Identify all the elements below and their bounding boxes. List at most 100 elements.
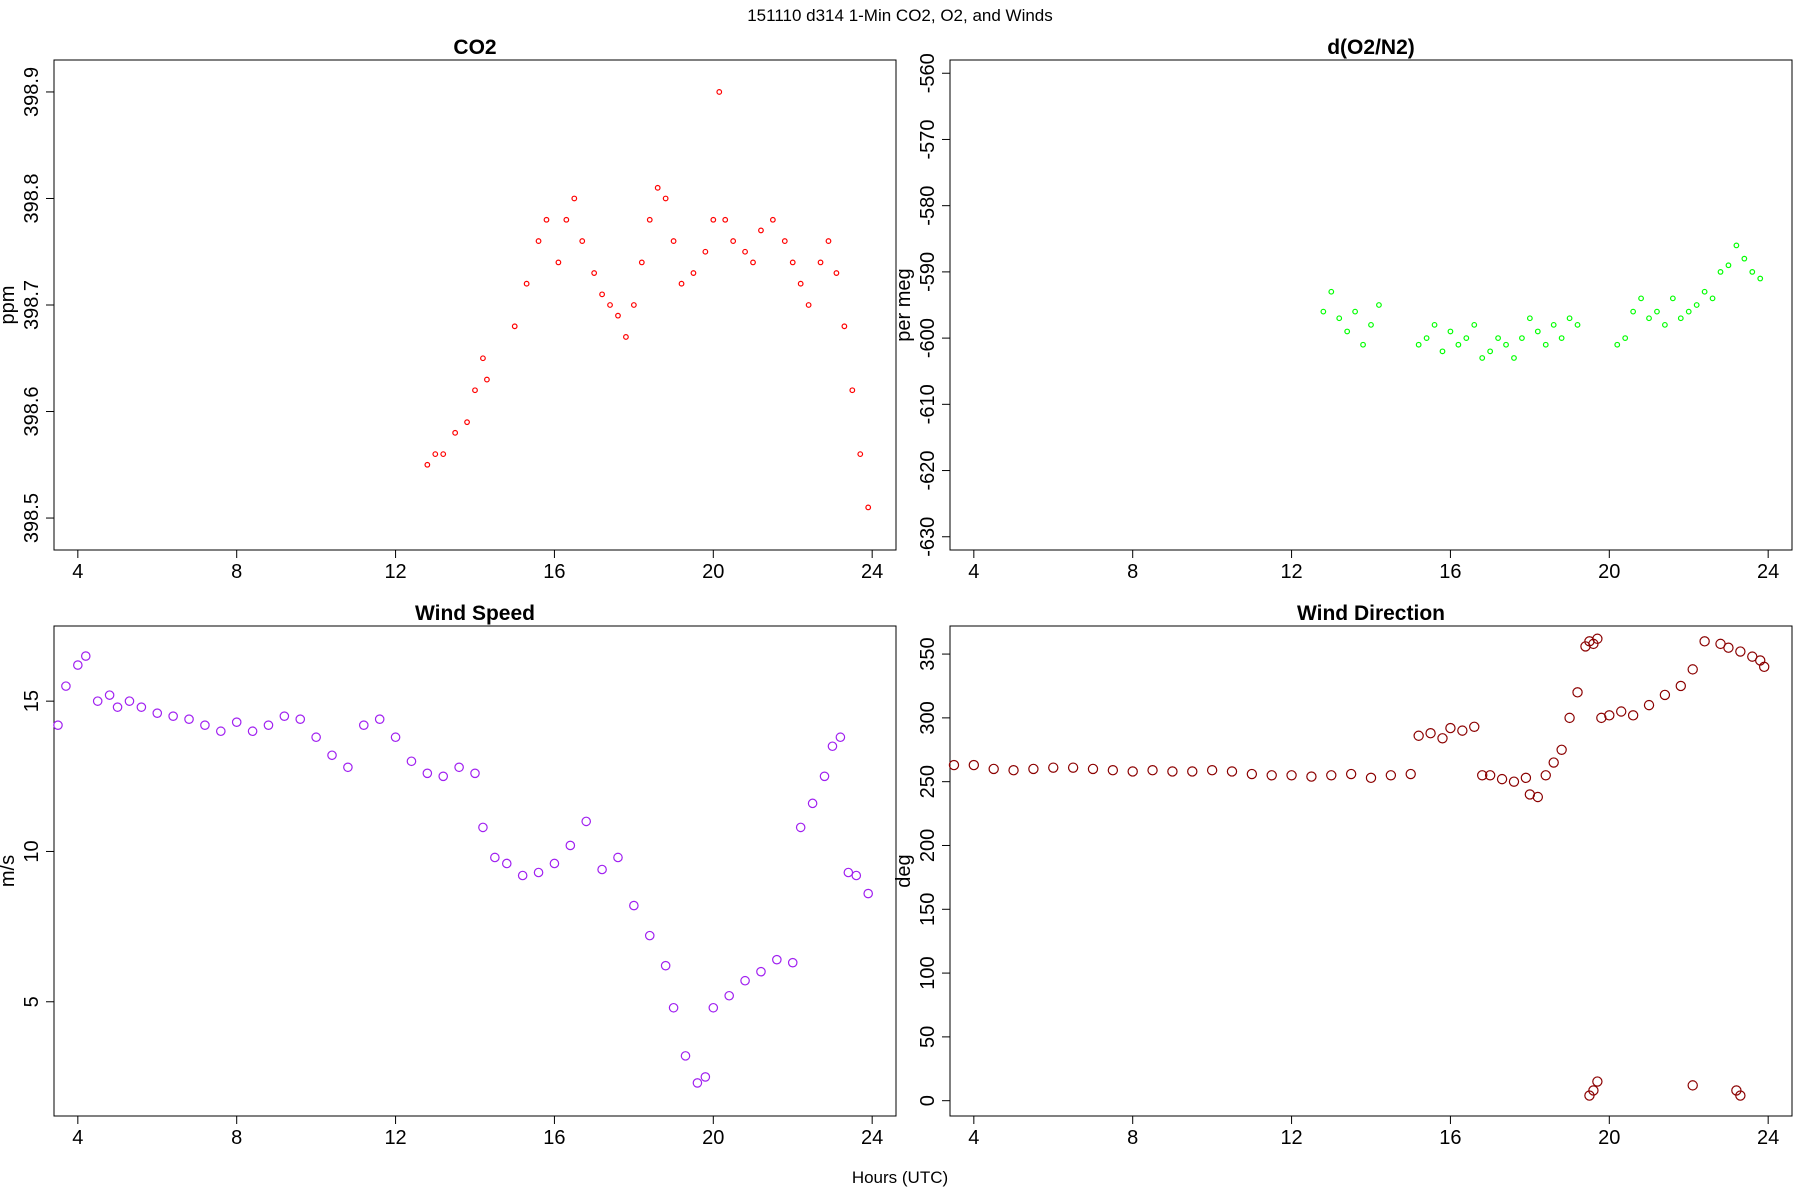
- o2-point: [1495, 335, 1501, 342]
- o2-point: [1336, 315, 1343, 322]
- ws-point: [231, 717, 242, 727]
- ws-point: [863, 888, 873, 899]
- o2-point: [1614, 341, 1621, 348]
- wd-x-tick-label: 24: [1757, 1127, 1779, 1149]
- co2-point: [769, 216, 776, 223]
- co2-point: [464, 419, 470, 426]
- co2-point: [742, 248, 748, 255]
- ws-point: [490, 852, 500, 863]
- ws-point: [124, 696, 135, 706]
- ws-point: [533, 867, 544, 878]
- ws-point: [597, 864, 607, 875]
- ws-y-tick-label: 15: [21, 690, 43, 712]
- ws-x-tick-label: 4: [72, 1127, 83, 1149]
- wd-point: [1413, 730, 1424, 741]
- co2-y-tick-label: 398.8: [21, 173, 43, 223]
- o2-point: [1447, 328, 1454, 335]
- o2-point: [1423, 335, 1430, 342]
- o2-point: [1685, 308, 1692, 315]
- ws-point: [358, 720, 369, 731]
- ws-point: [724, 990, 734, 1001]
- o2-point: [1558, 335, 1565, 342]
- wd-point: [1385, 770, 1397, 781]
- ws-point: [53, 720, 63, 731]
- co2-point: [758, 227, 764, 234]
- co2-point: [710, 216, 717, 223]
- ws-point: [680, 1051, 691, 1061]
- co2-point: [646, 216, 653, 223]
- o2-point: [1566, 315, 1573, 322]
- o2-x-tick-label: 4: [968, 561, 979, 583]
- ws-point: [549, 858, 560, 869]
- o2-point: [1693, 302, 1700, 308]
- wd-point: [1067, 762, 1079, 773]
- ws-point: [168, 711, 178, 721]
- co2-point: [480, 355, 486, 362]
- x-axis-label: Hours (UTC): [851, 1168, 949, 1187]
- co2-point: [722, 216, 729, 223]
- o2-point: [1511, 355, 1517, 361]
- ws-title: Wind Speed: [415, 602, 535, 625]
- ws-point: [92, 696, 103, 706]
- wd-point: [1532, 791, 1544, 803]
- co2-point: [543, 216, 550, 223]
- ws-x-tick-label: 16: [543, 1127, 565, 1149]
- wd-point: [1758, 661, 1770, 673]
- co2-point: [690, 270, 697, 276]
- co2-point: [607, 302, 613, 308]
- ws-point: [184, 714, 194, 724]
- co2-point: [638, 259, 645, 266]
- o2-point: [1360, 341, 1366, 348]
- co2-point: [833, 270, 840, 276]
- wd-point: [1206, 764, 1218, 776]
- wd-point: [1345, 768, 1357, 780]
- o2-point: [1431, 321, 1438, 328]
- co2-y-tick-label: 398.6: [21, 386, 43, 436]
- o2-point: [1368, 321, 1374, 328]
- wd-x-tick-label: 8: [1127, 1127, 1138, 1149]
- ws-point: [843, 867, 854, 878]
- o2-point: [1352, 308, 1359, 315]
- co2-point: [424, 461, 431, 468]
- o2-point: [1415, 341, 1422, 348]
- o2-panel: d(O2/N2) 4 8 12 16 20 24 -630 -620 -610 -600 -590 -5…: [893, 36, 1793, 583]
- o2-point: [1344, 328, 1351, 335]
- ws-point: [136, 702, 147, 712]
- ws-point: [470, 768, 480, 779]
- ws-point: [112, 702, 123, 712]
- o2-point: [1677, 315, 1684, 322]
- wd-y-tick-label: 200: [917, 829, 939, 862]
- co2-plot-frame: [53, 59, 897, 551]
- wd-point: [1627, 710, 1639, 721]
- wd-point: [1425, 727, 1436, 739]
- co2-y-tick-label: 398.5: [21, 493, 43, 543]
- co2-point: [599, 291, 605, 298]
- wd-point: [1572, 687, 1583, 698]
- ws-point: [827, 741, 838, 752]
- wd-y-tick-label: 150: [917, 893, 939, 926]
- wd-point: [1699, 636, 1710, 647]
- ws-point: [787, 957, 798, 968]
- co2-point: [825, 238, 832, 244]
- ws-point: [819, 771, 830, 782]
- ws-y-tick-label: 5: [21, 996, 43, 1007]
- co2-y-tick-label: 398.9: [21, 67, 43, 117]
- co2-point: [535, 238, 542, 244]
- wd-x-tick-label: 12: [1280, 1127, 1302, 1149]
- wd-point: [1596, 712, 1607, 724]
- ws-plot-frame: [53, 625, 897, 1117]
- wd-point: [1405, 768, 1416, 780]
- o2-point: [1463, 335, 1470, 342]
- co2-point: [841, 323, 848, 330]
- wd-y-tick-label: 350: [917, 637, 939, 670]
- wd-x-tick-label: 4: [968, 1127, 979, 1149]
- ws-point: [311, 732, 321, 743]
- o2-point: [1526, 315, 1533, 322]
- ws-point: [501, 858, 512, 869]
- ws-y-tick-label: 10: [21, 840, 43, 862]
- ws-point: [660, 960, 671, 971]
- ws-point: [835, 732, 846, 743]
- ws-point: [613, 852, 623, 863]
- wd-point: [1524, 789, 1536, 800]
- wd-point: [1723, 642, 1734, 653]
